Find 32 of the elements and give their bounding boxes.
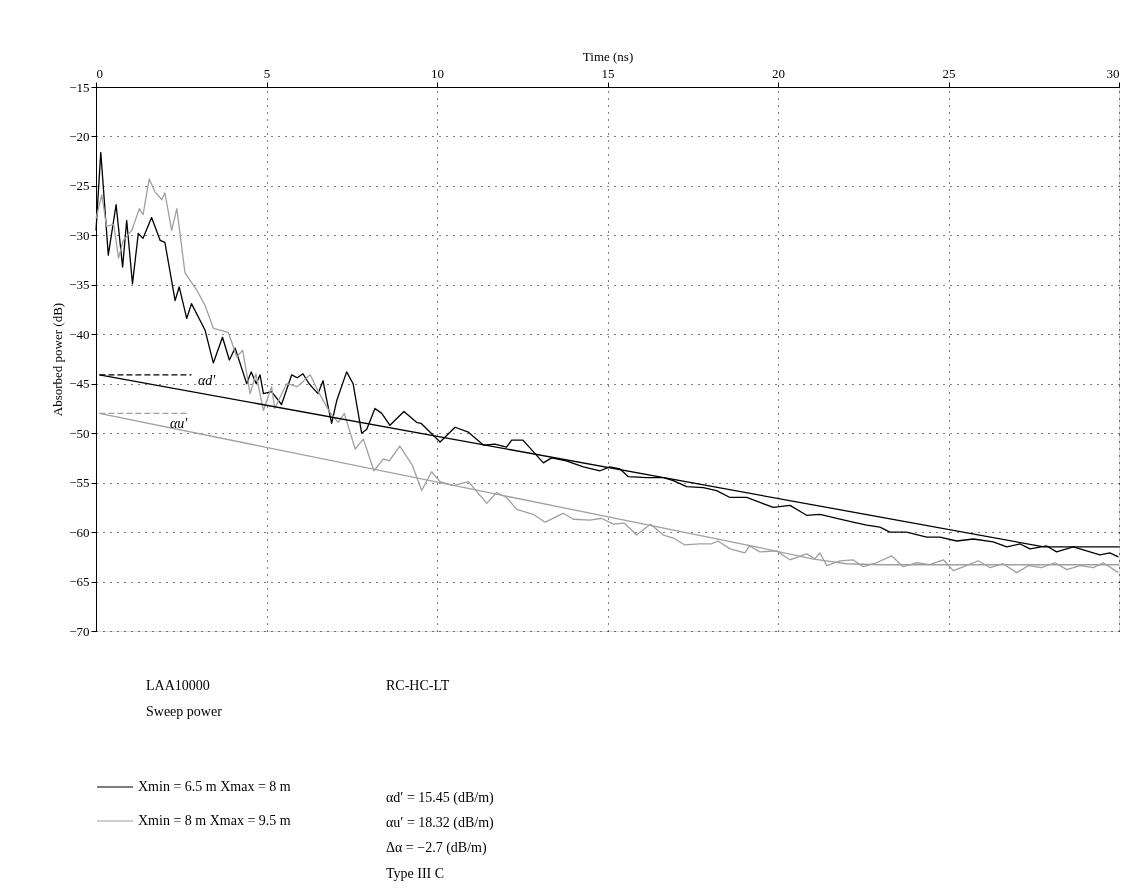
text: Δα = −2.7 (dB/m): [386, 840, 487, 856]
y-tick-label: −30: [69, 227, 90, 243]
y-tick-label: −40: [69, 326, 90, 342]
y-tick-label: −50: [69, 425, 90, 441]
y-tick-label: −60: [69, 524, 90, 540]
text: RC-HC-LT: [386, 678, 450, 693]
x-tick-label: 15: [601, 65, 615, 81]
x-tick-label: 25: [942, 65, 956, 81]
legend-label: Xmin = 6.5 m Xmax = 8 m: [138, 779, 291, 794]
y-tick-label: −20: [69, 128, 90, 144]
annotation: αd′: [198, 373, 217, 388]
x-tick-label: 0: [96, 65, 103, 81]
annotation: αu′: [170, 416, 189, 431]
text: αu′ = 18.32 (dB/m): [386, 815, 495, 831]
text: Sweep power: [146, 704, 223, 719]
y-tick-label: −55: [69, 475, 90, 491]
y-tick-label: −15: [69, 79, 90, 95]
y-axis-title: Absorbed power (dB): [50, 302, 66, 417]
y-tick-label: −35: [69, 277, 90, 293]
text: LAA10000: [146, 678, 210, 693]
x-tick-label: 20: [772, 65, 785, 81]
y-tick-label: −25: [69, 178, 90, 194]
text: Type III C: [386, 866, 445, 881]
text: αd′ = 15.45 (dB/m): [386, 790, 495, 806]
y-tick-label: −70: [69, 623, 90, 639]
x-tick-label: 5: [263, 65, 271, 81]
legend-label: Xmin = 8 m Xmax = 9.5 m: [138, 813, 291, 828]
y-tick-label: −65: [69, 574, 90, 590]
x-tick-label: 10: [431, 65, 444, 81]
x-tick-label: 30: [1106, 65, 1120, 81]
x-axis-title: Time (ns): [582, 48, 634, 64]
y-tick-label: −45: [69, 376, 90, 392]
